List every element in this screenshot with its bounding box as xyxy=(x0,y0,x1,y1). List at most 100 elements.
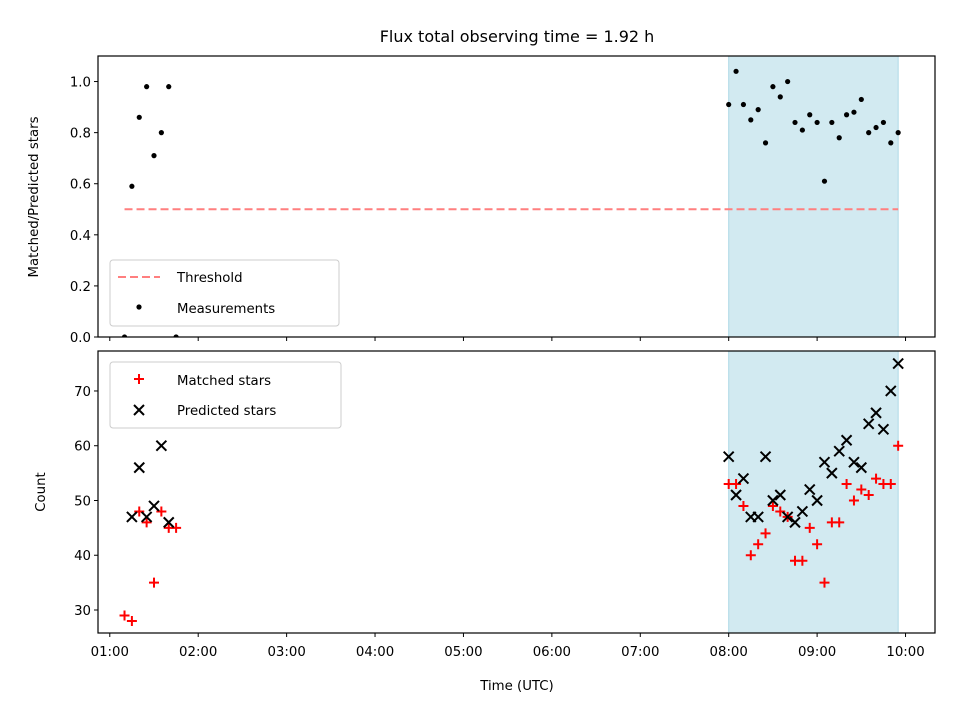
matched-stars-point xyxy=(119,610,130,621)
x-tick-label: 10:00 xyxy=(886,645,924,660)
predicted-stars-point xyxy=(737,472,750,485)
matched-stars-point xyxy=(885,479,896,490)
measurement-point xyxy=(799,127,805,133)
predicted-stars-point xyxy=(140,511,153,523)
bottom-panel: 30 40 50 60 70 01:00 02:00 03:00 04:00 05:00 06:00… xyxy=(74,350,936,660)
measurement-point xyxy=(807,112,813,118)
y-tick-label: 1.0 xyxy=(70,76,91,91)
x-tick-label: 09:00 xyxy=(798,645,836,660)
predicted-stars-point xyxy=(752,511,764,523)
predicted-stars-point xyxy=(892,357,904,370)
measurement-point xyxy=(873,124,879,131)
predicted-stars-point xyxy=(848,456,860,468)
legend-measurements-label: Measurements xyxy=(177,302,275,317)
legend-predicted-swatch xyxy=(133,404,145,416)
predicted-stars-point xyxy=(877,423,890,436)
measurement-point xyxy=(836,135,842,141)
measurement-point xyxy=(733,68,739,74)
y-tick-label: 50 xyxy=(74,494,91,509)
y-axis-label-top: Matched/Predicted stars xyxy=(27,116,42,277)
predicted-stars-point xyxy=(840,434,853,446)
matched-stars-point xyxy=(819,577,830,588)
measurement-point xyxy=(888,140,894,146)
axes-frame xyxy=(97,350,936,634)
y-tick-label: 0.0 xyxy=(70,331,91,346)
predicted-stars-point xyxy=(818,456,831,468)
measurement-point xyxy=(740,101,747,108)
matched-stars-point xyxy=(848,495,859,506)
matched-stars-point xyxy=(738,500,749,511)
x-axis-label: Time (UTC) xyxy=(479,679,554,694)
measurement-point xyxy=(144,84,150,90)
measurement-point xyxy=(851,109,857,115)
measurement-point xyxy=(821,178,828,184)
predicted-stars-point xyxy=(804,483,816,496)
x-tick-label: 05:00 xyxy=(444,645,482,660)
plot-area xyxy=(121,68,901,337)
matched-stars-point xyxy=(731,479,742,490)
predicted-stars-point xyxy=(774,489,786,501)
y-tick-label: 0.4 xyxy=(70,229,91,244)
matched-stars-point xyxy=(856,484,867,495)
legend-predicted-label: Predicted stars xyxy=(177,404,276,419)
matched-stars-point xyxy=(767,500,778,511)
predicted-stars-point xyxy=(163,516,175,529)
predicted-stars-point xyxy=(133,461,145,474)
top-panel: 0.0 0.2 0.4 0.6 0.8 1.0 Threshold Measurements xyxy=(70,55,936,346)
measurement-point xyxy=(121,334,128,337)
predicted-stars-point xyxy=(126,511,138,523)
predicted-stars-point xyxy=(862,418,875,430)
matched-stars-point xyxy=(841,479,852,490)
legend-matched-swatch xyxy=(134,374,144,384)
predicted-stars-point xyxy=(855,461,868,474)
measurement-point xyxy=(748,117,754,123)
matched-stars-point xyxy=(134,506,145,517)
predicted-stars-point xyxy=(796,505,809,518)
measurement-point xyxy=(858,96,864,103)
plot-area xyxy=(119,357,904,626)
predicted-stars-point xyxy=(833,445,845,457)
matched-stars-point xyxy=(156,506,167,517)
predicted-stars-point xyxy=(826,467,838,479)
matched-stars-point xyxy=(812,539,823,550)
y-tick-label: 60 xyxy=(74,440,91,455)
measurement-point xyxy=(726,101,732,108)
y-axis-label-bottom: Count xyxy=(34,472,49,512)
matched-stars-point xyxy=(753,539,764,550)
matched-stars-point xyxy=(863,490,874,501)
measurement-point xyxy=(895,130,901,136)
matched-stars-point xyxy=(141,517,152,528)
matched-stars-point xyxy=(745,550,756,561)
chart-title: Flux total observing time = 1.92 h xyxy=(380,27,655,46)
legend: Threshold Measurements xyxy=(109,259,340,327)
legend-matched-label: Matched stars xyxy=(177,374,271,389)
predicted-stars-point xyxy=(767,494,779,507)
predicted-stars-point xyxy=(870,407,882,419)
matched-stars-point xyxy=(775,506,786,517)
x-tick-label: 07:00 xyxy=(621,645,659,660)
measurement-point xyxy=(843,112,850,118)
matched-stars-point xyxy=(126,615,137,626)
x-tick-label: 04:00 xyxy=(356,645,394,660)
predicted-stars-point xyxy=(155,440,168,452)
legend-measurements-swatch xyxy=(136,304,142,310)
legend: Matched stars Predicted stars xyxy=(109,361,342,429)
measurement-point xyxy=(136,114,142,120)
legend-box xyxy=(109,259,340,327)
matched-stars-point xyxy=(760,528,771,539)
measurement-point xyxy=(755,107,761,113)
y-tick-label: 0.8 xyxy=(70,127,91,142)
predicted-stars-point xyxy=(148,500,160,512)
y-tick-label: 0.6 xyxy=(70,178,91,193)
measurement-point xyxy=(770,84,776,90)
x-tick-label: 08:00 xyxy=(710,645,748,660)
matched-stars-point xyxy=(171,522,182,533)
matched-stars-point xyxy=(834,517,845,528)
legend-box xyxy=(109,361,342,429)
measurement-point xyxy=(166,84,172,90)
y-tick-label: 40 xyxy=(74,549,91,564)
measurement-point xyxy=(880,119,887,126)
predicted-stars-point xyxy=(722,450,735,463)
measurement-point xyxy=(777,94,783,100)
